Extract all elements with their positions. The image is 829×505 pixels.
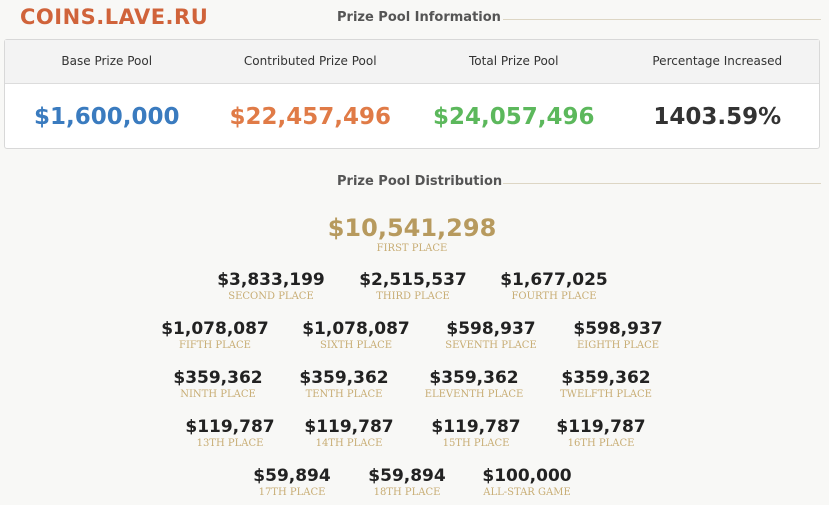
prize-label: THIRD PLACE — [376, 291, 450, 302]
prize-all-star-game: $100,000 ALL-STAR GAME — [467, 466, 587, 500]
prize-label: SECOND PLACE — [228, 291, 314, 302]
prize-amount: $59,894 — [253, 466, 331, 486]
header-divider — [503, 183, 821, 184]
prize-eighth-place: $598,937 EIGHTH PLACE — [558, 319, 678, 353]
prize-label: EIGHTH PLACE — [576, 340, 660, 351]
prize-label: 18TH PLACE — [373, 487, 441, 498]
info-values-row: $1,600,000 $22,457,496 $24,057,496 1403.… — [5, 84, 819, 150]
prize-label: 14TH PLACE — [315, 438, 383, 449]
prize-label: 13TH PLACE — [196, 438, 264, 449]
watermark-logo: COINS.LAVE.RU — [20, 5, 209, 29]
prize-fourth-place: $1,677,025 FOURTH PLACE — [494, 270, 614, 304]
prize-label: ALL-STAR GAME — [483, 487, 571, 498]
base-prize-pool-value: $1,600,000 — [33, 104, 180, 130]
prize-amount: $359,362 — [173, 368, 263, 388]
prize-amount: $59,894 — [368, 466, 446, 486]
prize-label: FIFTH PLACE — [179, 340, 251, 351]
prize-amount: $119,787 — [304, 417, 394, 437]
prize-18th-place: $59,894 18TH PLACE — [347, 466, 467, 500]
percentage-increased-value: 1403.59% — [653, 104, 782, 130]
contributed-prize-pool-value: $22,457,496 — [229, 104, 391, 130]
prize-second-place: $3,833,199 SECOND PLACE — [211, 270, 331, 304]
distribution-section-title: Prize Pool Distribution — [337, 174, 503, 189]
prize-eleventh-place: $359,362 ELEVENTH PLACE — [414, 368, 534, 402]
prize-label: 16TH PLACE — [567, 438, 635, 449]
prize-label: ELEVENTH PLACE — [424, 389, 524, 400]
prize-amount: $119,787 — [556, 417, 646, 437]
prize-fifth-place: $1,078,087 FIFTH PLACE — [155, 319, 275, 353]
prize-sixth-place: $1,078,087 SIXTH PLACE — [296, 319, 416, 353]
prize-17th-place: $59,894 17TH PLACE — [232, 466, 352, 500]
prize-15th-place: $119,787 15TH PLACE — [416, 417, 536, 451]
prize-amount: $10,541,298 — [327, 214, 497, 242]
prize-amount: $1,078,087 — [161, 319, 269, 339]
prize-label: 15TH PLACE — [442, 438, 510, 449]
prize-amount: $119,787 — [185, 417, 275, 437]
prize-ninth-place: $359,362 NINTH PLACE — [158, 368, 278, 402]
prize-amount: $1,078,087 — [302, 319, 410, 339]
distribution-section-header: Prize Pool Distribution — [0, 174, 829, 194]
percentage-increased-header: Percentage Increased — [652, 54, 783, 68]
prize-16th-place: $119,787 16TH PLACE — [541, 417, 661, 451]
prize-label: FIRST PLACE — [376, 243, 448, 254]
prize-third-place: $2,515,537 THIRD PLACE — [353, 270, 473, 304]
prize-amount: $2,515,537 — [359, 270, 467, 290]
prize-first-place: $10,541,298 FIRST PLACE — [312, 214, 512, 256]
prize-amount: $359,362 — [561, 368, 651, 388]
prize-amount: $598,937 — [573, 319, 663, 339]
prize-amount: $119,787 — [431, 417, 521, 437]
info-header-row: Base Prize Pool Contributed Prize Pool T… — [5, 40, 819, 84]
prize-label: SEVENTH PLACE — [445, 340, 537, 351]
base-prize-pool-header: Base Prize Pool — [61, 54, 153, 68]
prize-amount: $100,000 — [482, 466, 572, 486]
prize-label: NINTH PLACE — [180, 389, 256, 400]
prize-amount: $3,833,199 — [217, 270, 325, 290]
prize-tenth-place: $359,362 TENTH PLACE — [284, 368, 404, 402]
contributed-prize-pool-header: Contributed Prize Pool — [243, 54, 377, 68]
total-prize-pool-header: Total Prize Pool — [469, 54, 559, 68]
prize-label: TWELFTH PLACE — [560, 389, 652, 400]
prize-amount: $359,362 — [299, 368, 389, 388]
info-section-title: Prize Pool Information — [337, 10, 501, 25]
prize-pool-info-panel: Base Prize Pool Contributed Prize Pool T… — [4, 39, 820, 149]
header-divider — [503, 19, 821, 20]
prize-13th-place: $119,787 13TH PLACE — [170, 417, 290, 451]
prize-twelfth-place: $359,362 TWELFTH PLACE — [546, 368, 666, 402]
prize-label: TENTH PLACE — [305, 389, 383, 400]
info-section-header: Prize Pool Information — [0, 10, 829, 30]
prize-14th-place: $119,787 14TH PLACE — [289, 417, 409, 451]
prize-label: 17TH PLACE — [258, 487, 326, 498]
prize-label: SIXTH PLACE — [319, 340, 393, 351]
prize-amount: $1,677,025 — [500, 270, 608, 290]
prize-amount: $359,362 — [429, 368, 519, 388]
prize-amount: $598,937 — [446, 319, 536, 339]
prize-seventh-place: $598,937 SEVENTH PLACE — [431, 319, 551, 353]
total-prize-pool-value: $24,057,496 — [432, 104, 595, 130]
prize-label: FOURTH PLACE — [511, 291, 597, 302]
